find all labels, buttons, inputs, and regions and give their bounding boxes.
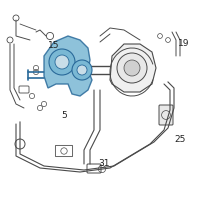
Text: 5: 5: [61, 112, 67, 120]
Circle shape: [77, 65, 87, 75]
Circle shape: [72, 60, 92, 80]
FancyBboxPatch shape: [159, 105, 173, 125]
Text: 25: 25: [174, 136, 186, 144]
Text: 31: 31: [98, 160, 110, 168]
Circle shape: [117, 53, 147, 83]
Circle shape: [124, 60, 140, 76]
Circle shape: [55, 55, 69, 69]
Polygon shape: [44, 36, 92, 96]
Circle shape: [49, 49, 75, 75]
Text: 15: 15: [48, 42, 60, 50]
Polygon shape: [110, 44, 156, 92]
Text: 19: 19: [178, 40, 190, 48]
